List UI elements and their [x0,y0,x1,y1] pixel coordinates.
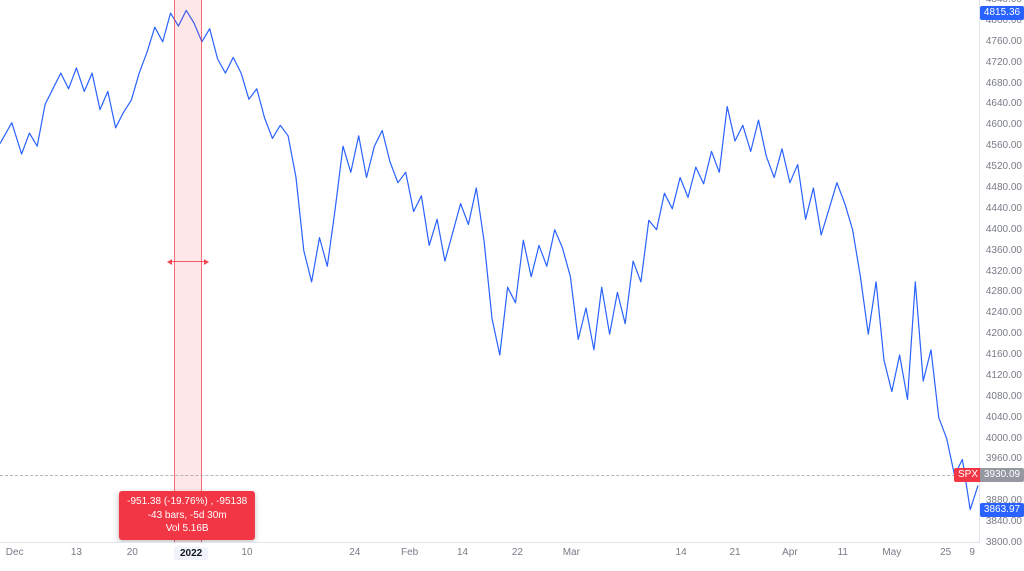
y-tick: 4080.00 [986,392,1022,402]
x-tick: 25 [940,547,951,558]
y-tick: 3840.00 [986,517,1022,527]
y-tick: 4560.00 [986,141,1022,151]
x-tick: 9 [969,547,975,558]
y-tick: 4760.00 [986,37,1022,47]
x-tick: 24 [349,547,360,558]
x-tick: 14 [676,547,687,558]
price-chart[interactable]: -951.38 (-19.76%) , -95138 -43 bars, -5d… [0,0,1024,571]
y-tick: 4480.00 [986,183,1022,193]
y-axis[interactable]: 4840.004800.004760.004720.004680.004640.… [979,0,1024,543]
y-tick: 4360.00 [986,246,1022,256]
measure-tooltip: -951.38 (-19.76%) , -95138 -43 bars, -5d… [119,491,255,540]
y-tick: 4280.00 [986,287,1022,297]
y-tick: 4000.00 [986,434,1022,444]
y-tick: 4200.00 [986,329,1022,339]
symbol-badge: SPX [954,468,982,482]
x-tick: Feb [401,547,418,558]
y-tick: 4640.00 [986,99,1022,109]
x-tick: 10 [241,547,252,558]
x-tick: 21 [729,547,740,558]
price-badge: 3863.97 [980,503,1024,517]
plot-area[interactable]: -951.38 (-19.76%) , -95138 -43 bars, -5d… [0,0,980,543]
y-tick: 4400.00 [986,225,1022,235]
y-tick: 4240.00 [986,308,1022,318]
price-badge: 4815.36 [980,6,1024,20]
x-tick: May [882,547,901,558]
x-tick: 22 [512,547,523,558]
y-tick: 4600.00 [986,120,1022,130]
y-tick: 4320.00 [986,267,1022,277]
tooltip-line-2: -43 bars, -5d 30m [127,509,247,523]
x-axis[interactable]: Dec 13 20 2022 10 24 Feb 14 22 Mar 14 21 Apr 11 25 May 9 [0,542,980,571]
y-tick: 4120.00 [986,371,1022,381]
x-tick: 13 [71,547,82,558]
x-tick: Apr [782,547,798,558]
price-series [0,0,980,543]
price-polyline [0,10,978,509]
measure-arrow [171,261,204,262]
last-price-line [0,475,980,476]
tooltip-line-1: -951.38 (-19.76%) , -95138 [127,495,247,509]
y-tick: 4680.00 [986,79,1022,89]
y-tick: 3960.00 [986,454,1022,464]
x-tick: 20 [127,547,138,558]
x-tick: 11 [838,547,848,558]
y-tick: 4160.00 [986,350,1022,360]
y-tick: 4520.00 [986,162,1022,172]
x-tick: 14 [457,547,468,558]
x-tick: 2022 [174,547,208,560]
y-tick: 4440.00 [986,204,1022,214]
y-tick: 4040.00 [986,413,1022,423]
x-tick: Dec [6,547,24,558]
x-tick: Mar [563,547,580,558]
price-badge: 3930.09 [980,468,1024,482]
y-tick: 4720.00 [986,58,1022,68]
y-tick: 3800.00 [986,538,1022,548]
y-tick: 4840.00 [986,0,1022,5]
tooltip-line-3: Vol 5.16B [127,522,247,536]
measure-selection[interactable] [174,0,201,543]
